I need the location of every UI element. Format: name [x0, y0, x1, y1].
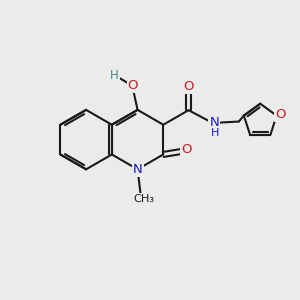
Text: CH₃: CH₃	[133, 194, 154, 204]
Text: O: O	[275, 108, 286, 121]
Text: H: H	[110, 69, 119, 82]
Text: O: O	[183, 80, 194, 93]
Text: O: O	[128, 79, 138, 92]
Text: N: N	[133, 163, 142, 176]
Text: H: H	[211, 128, 219, 138]
Text: O: O	[181, 143, 191, 156]
Text: N: N	[209, 116, 219, 129]
